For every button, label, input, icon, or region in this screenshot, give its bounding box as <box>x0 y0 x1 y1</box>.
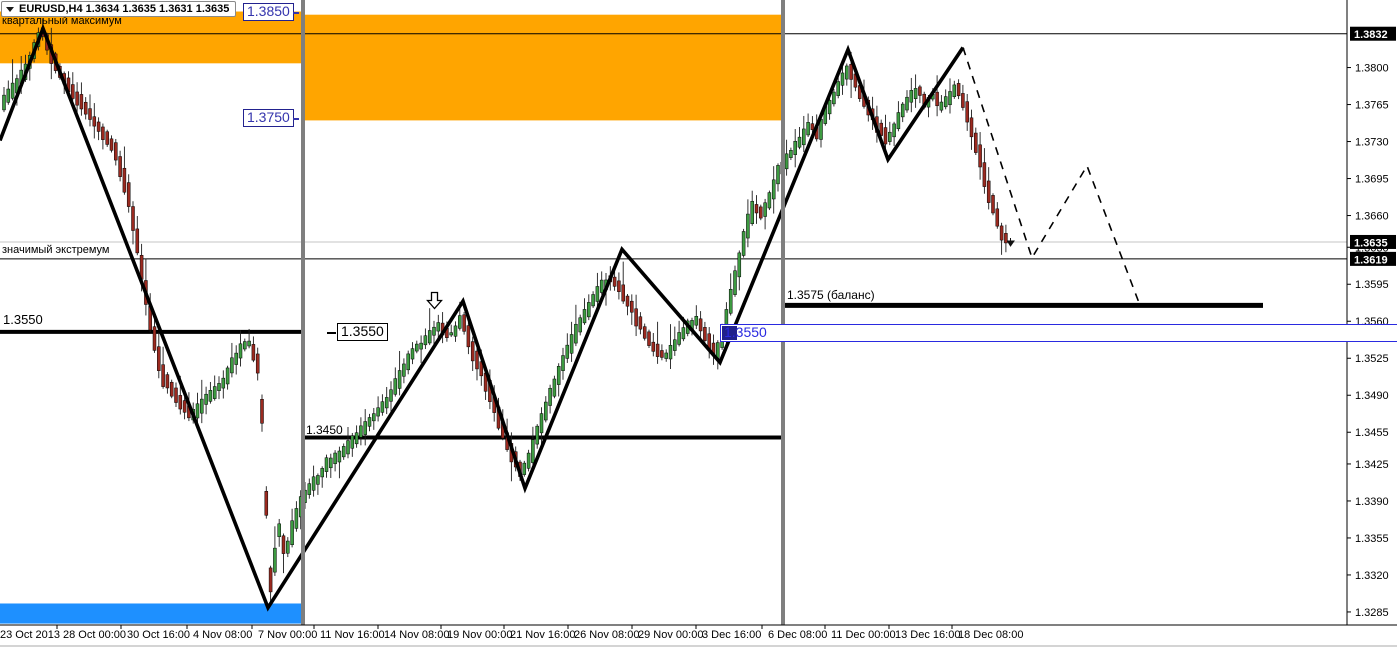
price-tick-label: 1.3320 <box>1355 570 1389 582</box>
boxed-price-label: 1.3619 <box>1354 254 1388 266</box>
price-pointer-icon <box>1007 238 1015 247</box>
time-tick-label: 19 Nov 00:00 <box>447 629 512 641</box>
time-tick-label: 11 Nov 16:00 <box>320 629 385 641</box>
forecast-dashed-line[interactable] <box>962 47 1141 306</box>
time-tick-label: 7 Nov 00:00 <box>258 629 317 641</box>
down-arrow-icon[interactable] <box>426 291 443 310</box>
dropdown-triangle-icon[interactable] <box>6 6 14 12</box>
separator-1[interactable] <box>301 0 305 625</box>
price-label-1-3550-selected[interactable]: 1.3550 <box>720 324 1397 342</box>
boxed-price-label: 1.3635 <box>1354 237 1388 249</box>
price-tick-label: 1.3285 <box>1355 607 1389 619</box>
price-tick-label: 1.3595 <box>1355 279 1389 291</box>
price-tick-label: 1.3800 <box>1355 63 1389 75</box>
price-tick-label: 1.3390 <box>1355 496 1389 508</box>
time-tick-label: 13 Dec 16:00 <box>895 629 960 641</box>
price-label-1-3750[interactable]: 1.3750 <box>243 109 299 127</box>
time-tick-label: 30 Oct 16:00 <box>127 629 190 641</box>
time-tick-label: 3 Dec 16:00 <box>702 629 761 641</box>
time-tick-label: 29 Nov 00:00 <box>638 629 703 641</box>
price-tick-label: 1.3525 <box>1355 353 1389 365</box>
time-tick-label: 6 Dec 08:00 <box>768 629 827 641</box>
time-tick-label: 11 Dec 00:00 <box>831 629 896 641</box>
symbol-ohlc-text: EURUSD,H4 1.3634 1.3635 1.3631 1.3635 <box>19 3 230 15</box>
separator-2[interactable] <box>781 0 785 625</box>
significant-extremum-label: значимый экстремум <box>2 244 110 256</box>
boxed-price-label-bg <box>1350 234 1396 249</box>
symbol-ohlc-label[interactable]: EURUSD,H4 1.3634 1.3635 1.3631 1.3635 <box>1 1 237 17</box>
selection-handle[interactable] <box>722 326 737 340</box>
time-tick-label: 4 Nov 08:00 <box>193 629 252 641</box>
price-tick-label: 1.3355 <box>1355 533 1389 545</box>
price-tick-label: 1.3455 <box>1355 427 1389 439</box>
quarterly-maximum-label: квартальный максимум <box>2 15 122 27</box>
boxed-price-label: 1.3832 <box>1354 29 1388 41</box>
price-tick-label: 1.3425 <box>1355 459 1389 471</box>
price-label-1-3850[interactable]: 1.3850 <box>243 3 299 21</box>
time-tick-label: 28 Oct 00:00 <box>63 629 126 641</box>
level-1-3450-label: 1.3450 <box>306 423 343 437</box>
time-tick-label: 23 Oct 2013 <box>0 629 60 641</box>
boxed-price-label-bg <box>1350 26 1396 41</box>
demand-zone-left[interactable] <box>0 603 303 624</box>
time-tick-label: 26 Nov 08:00 <box>574 629 639 641</box>
price-label-text: 1.3550 <box>724 324 767 340</box>
time-tick-label: 14 Nov 08:00 <box>384 629 449 641</box>
time-tick-label: 18 Dec 08:00 <box>958 629 1023 641</box>
supply-zone-mid[interactable] <box>305 14 782 121</box>
price-label-1-3550-mid[interactable]: 1.3550 <box>327 323 388 341</box>
price-tick-label: 1.3695 <box>1355 174 1389 186</box>
balance-level-label: 1.3575 (баланс) <box>787 288 875 302</box>
time-tick-label: 21 Nov 16:00 <box>510 629 575 641</box>
zigzag-line[interactable] <box>0 23 965 612</box>
price-tick-label: 1.3765 <box>1355 100 1389 112</box>
price-tick-label: 1.3730 <box>1355 137 1389 149</box>
boxed-price-label-bg <box>1350 251 1396 266</box>
level-1-3550-left-label: 1.3550 <box>3 312 43 327</box>
price-tick-label: 1.3660 <box>1355 211 1389 223</box>
price-tick-label: 1.3490 <box>1355 390 1389 402</box>
